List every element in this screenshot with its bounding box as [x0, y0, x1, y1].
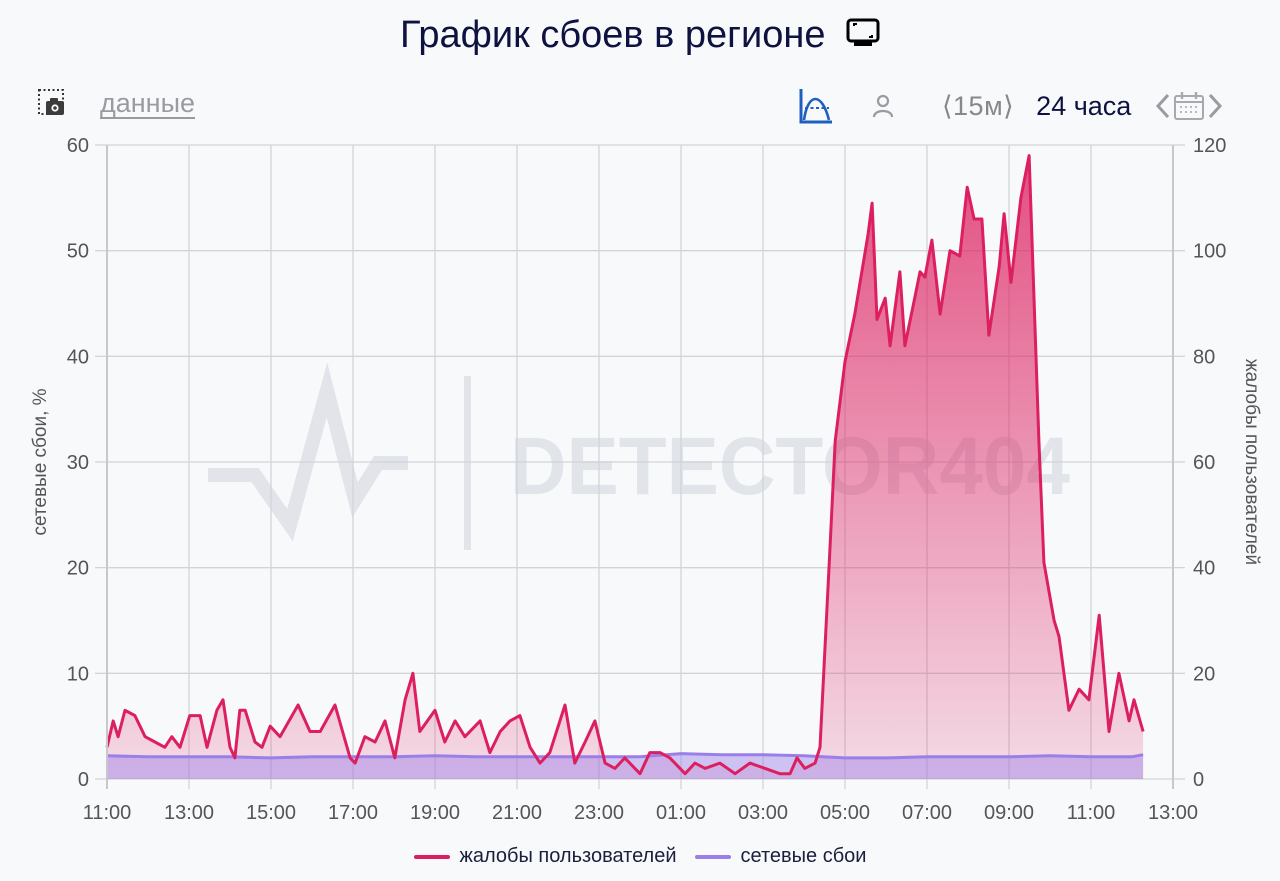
chart-grid: [106, 144, 1174, 780]
chart-axes: 0 10 20 30 40 50 60 0 20 40 60 80 100 120 11:00 13:00 15…: [67, 135, 1227, 824]
x-tick: 09:00: [984, 802, 1034, 824]
chevron-right-icon[interactable]: [1207, 92, 1223, 120]
chevron-left-icon[interactable]: [1155, 92, 1171, 120]
y-tick-left: 10: [67, 663, 89, 685]
y-tick-left: 0: [78, 769, 89, 791]
y-tick-left: 30: [67, 452, 89, 474]
x-tick: 07:00: [902, 802, 952, 824]
calendar-icon[interactable]: [1173, 91, 1205, 121]
legend-swatch-complaints: [413, 854, 450, 859]
y-axis-left-label: сетевые сбои, %: [30, 388, 51, 535]
y-tick-left: 40: [67, 346, 89, 368]
y-tick-right: 40: [1193, 558, 1215, 580]
y-tick-right: 0: [1193, 769, 1204, 791]
area-chart-toggle-icon[interactable]: [798, 87, 834, 125]
interval-selector[interactable]: ⟨15м⟩: [942, 90, 1015, 121]
x-tick: 23:00: [574, 802, 624, 824]
x-tick: 15:00: [246, 802, 296, 824]
y-tick-left: 60: [67, 135, 89, 157]
chart-series: [105, 154, 1145, 780]
legend-swatch-network: [694, 854, 731, 859]
y-tick-right: 20: [1193, 663, 1215, 685]
complaints-line: [105, 154, 1145, 776]
x-tick: 03:00: [738, 802, 788, 824]
date-navigator: [1155, 91, 1223, 121]
legend-label-network: сетевые сбои: [740, 845, 867, 867]
x-tick: 05:00: [820, 802, 870, 824]
network-line: [106, 752, 1144, 760]
x-tick: 17:00: [328, 802, 378, 824]
legend-label-complaints: жалобы пользователей: [459, 845, 677, 867]
toolbar-left: данные: [38, 88, 195, 119]
chart-legend: жалобы пользователей сетевые сбои: [0, 845, 1280, 868]
tv-monitor-icon[interactable]: [846, 15, 880, 58]
title-text: График сбоев в регионе: [399, 14, 826, 56]
y-tick-right: 100: [1193, 241, 1226, 263]
y-tick-right: 80: [1193, 346, 1215, 368]
y-tick-left: 20: [67, 558, 89, 580]
x-tick: 11:00: [1067, 802, 1116, 824]
watermark-logo: DETECTOR404: [208, 362, 1070, 550]
x-tick: 13:00: [164, 802, 214, 824]
y-tick-left: 50: [67, 241, 89, 263]
x-tick: 21:00: [492, 802, 542, 824]
complaints-area: [107, 155, 1144, 780]
y-tick-right: 120: [1193, 135, 1226, 157]
toolbar-right: ⟨15м⟩ 24 часа: [798, 86, 1223, 126]
legend-item-complaints[interactable]: жалобы пользователей: [413, 845, 677, 868]
x-tick: 13:00: [1148, 802, 1198, 824]
camera-screenshot-icon[interactable]: [38, 88, 66, 119]
user-icon[interactable]: [872, 94, 894, 118]
legend-item-network[interactable]: сетевые сбои: [694, 845, 867, 868]
data-link[interactable]: данные: [100, 88, 196, 118]
page-title: График сбоев в регионе: [0, 14, 1280, 58]
watermark-text: DETECTOR404: [510, 421, 1070, 512]
y-axis-right-label: жалобы пользователей: [1241, 359, 1262, 565]
period-selector[interactable]: 24 часа: [1036, 90, 1132, 121]
network-area: [107, 753, 1144, 779]
x-tick: 01:00: [656, 802, 706, 824]
y-tick-right: 60: [1193, 452, 1215, 474]
x-tick: 11:00: [83, 802, 132, 824]
x-tick: 19:00: [410, 802, 460, 824]
